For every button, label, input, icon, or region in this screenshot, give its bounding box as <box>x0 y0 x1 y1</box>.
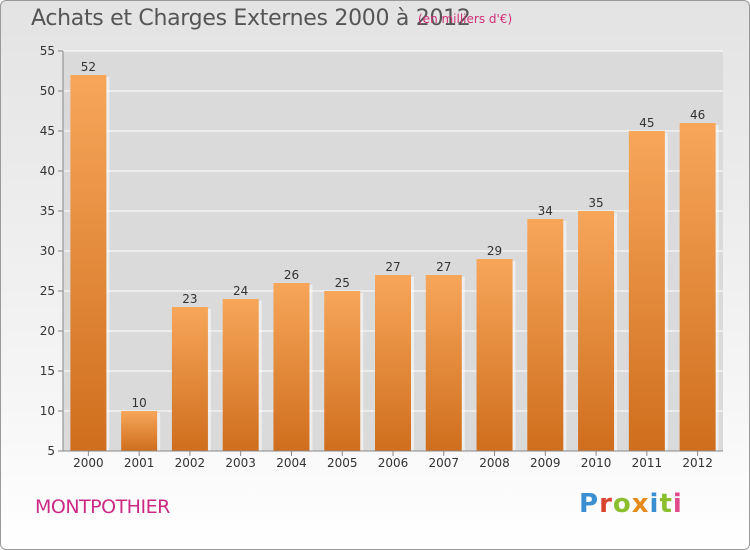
x-tick-label: 2008 <box>479 456 510 470</box>
y-tick-label: 10 <box>40 404 55 418</box>
bar <box>628 131 665 451</box>
proxiti-logo[interactable]: Proxiti <box>579 489 683 519</box>
x-axis: 2000 2001 2002 2003 2004 2005 2006 2007 2008 2009… <box>63 450 723 470</box>
x-tick-label: 2005 <box>327 456 358 470</box>
brand-letter: i <box>649 489 660 519</box>
bar <box>578 211 615 451</box>
x-tick-label: 2010 <box>581 456 612 470</box>
brand-letter: o <box>612 489 632 519</box>
x-tick-label: 2002 <box>175 456 206 470</box>
bar <box>527 219 564 451</box>
y-tick-label: 20 <box>40 324 55 338</box>
bar <box>476 259 513 451</box>
x-tick-label: 2009 <box>530 456 561 470</box>
bar <box>171 307 208 451</box>
brand-letter: x <box>631 489 650 519</box>
bar-value-label: 34 <box>538 204 553 218</box>
chart-title: Achats et Charges Externes 2000 à 2012 <box>31 6 471 31</box>
bar <box>222 299 259 451</box>
y-tick-label: 55 <box>40 44 55 58</box>
bar-value-label: 46 <box>690 108 705 122</box>
chart-subtitle: (en milliers d'€) <box>418 12 513 26</box>
x-tick-label: 2011 <box>632 456 663 470</box>
bar-value-label: 27 <box>436 260 451 274</box>
x-tick-label: 2001 <box>124 456 155 470</box>
brand-letter: t <box>659 489 673 519</box>
x-tick-label: 2003 <box>225 456 256 470</box>
bar-value-label: 52 <box>81 60 96 74</box>
x-tick-label: 2007 <box>428 456 459 470</box>
x-tick-label: 2006 <box>378 456 409 470</box>
brand-letter: i <box>672 489 683 519</box>
y-tick-label: 25 <box>40 284 55 298</box>
bar-value-label: 27 <box>385 260 400 274</box>
y-tick-label: 5 <box>47 444 55 458</box>
y-tick-label: 30 <box>40 244 55 258</box>
bar-value-label: 24 <box>233 284 248 298</box>
bar-value-label: 23 <box>182 292 197 306</box>
bars: 52 10 23 24 26 25 27 27 29 34 35 45 46 <box>70 60 719 451</box>
y-tick-label: 50 <box>40 84 55 98</box>
bar <box>679 123 716 451</box>
bar <box>375 275 411 451</box>
bar <box>70 75 107 451</box>
y-axis: 5 10 15 20 25 30 35 40 45 50 55 <box>40 44 64 458</box>
y-tick-label: 40 <box>40 164 55 178</box>
x-tick-label: 2000 <box>73 456 104 470</box>
y-tick-label: 15 <box>40 364 55 378</box>
x-tick-label: 2004 <box>276 456 307 470</box>
location-name: MONTPOTHIER <box>35 496 170 518</box>
bar-value-label: 29 <box>487 244 502 258</box>
y-tick-label: 35 <box>40 204 55 218</box>
bar <box>324 291 361 451</box>
bar <box>121 411 158 451</box>
y-tick-label: 45 <box>40 124 55 138</box>
bar-value-label: 35 <box>588 196 603 210</box>
bar <box>425 275 462 451</box>
bar-value-label: 10 <box>132 396 147 410</box>
brand-letter: r <box>599 489 613 519</box>
brand-letter: P <box>579 489 600 519</box>
bar-value-label: 45 <box>639 116 654 130</box>
bar <box>273 283 310 451</box>
bar-value-label: 25 <box>335 276 350 290</box>
bar-value-label: 26 <box>284 268 299 282</box>
x-tick-label: 2012 <box>682 456 713 470</box>
